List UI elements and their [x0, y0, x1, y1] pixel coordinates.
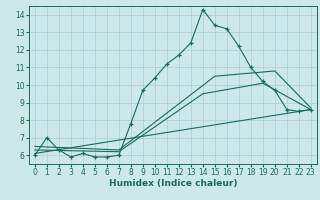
X-axis label: Humidex (Indice chaleur): Humidex (Indice chaleur)	[108, 179, 237, 188]
